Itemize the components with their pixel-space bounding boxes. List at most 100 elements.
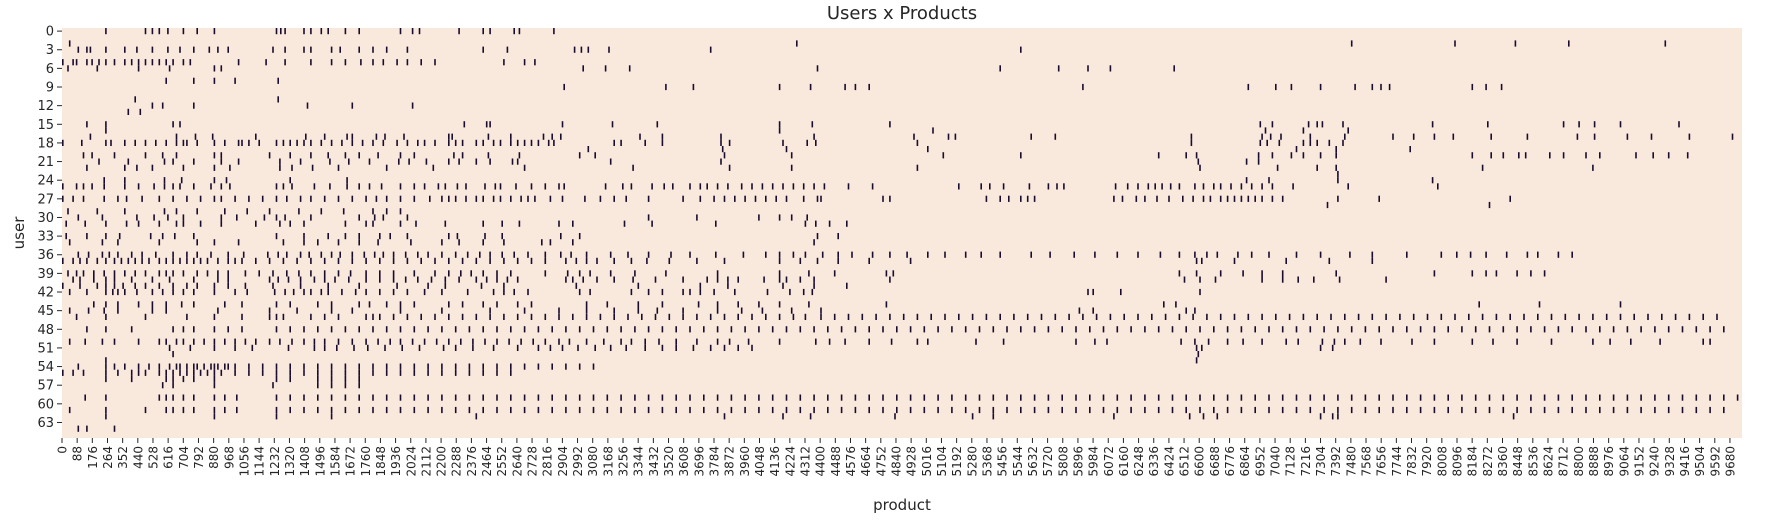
heatmap-cell <box>647 288 650 296</box>
heatmap-cell <box>479 251 481 258</box>
heatmap-cell <box>196 239 198 246</box>
heatmap-cell <box>466 251 469 258</box>
heatmap-cell <box>1609 338 1611 345</box>
heatmap-cell <box>765 251 767 258</box>
heatmap-cell <box>1585 394 1587 401</box>
heatmap-cell <box>622 183 624 190</box>
heatmap-cell <box>151 288 154 296</box>
heatmap-cell <box>847 313 850 321</box>
x-tick-label: 7040 <box>1269 446 1283 477</box>
heatmap-cell <box>268 152 271 159</box>
heatmap-cell <box>563 83 565 91</box>
heatmap-cell <box>1240 394 1243 401</box>
heatmap-cell <box>1471 338 1474 345</box>
heatmap-cell <box>330 406 333 414</box>
heatmap-cell <box>1488 406 1491 414</box>
heatmap-cell <box>268 313 271 321</box>
heatmap-cell <box>1471 152 1474 159</box>
heatmap-cell <box>396 282 398 289</box>
heatmap-cell <box>277 276 279 283</box>
heatmap-cell <box>1516 394 1518 401</box>
heatmap-cell <box>1114 183 1117 190</box>
heatmap-cell <box>1123 313 1125 321</box>
heatmap-cell <box>144 369 147 376</box>
heatmap-cell <box>1109 313 1112 321</box>
heatmap-cell <box>423 183 426 190</box>
heatmap-cell <box>806 214 808 221</box>
heatmap-cell <box>130 375 133 383</box>
heatmap-cell <box>492 139 495 147</box>
heatmap-cell <box>323 270 326 277</box>
heatmap-cell <box>958 183 960 190</box>
heatmap-cell <box>196 270 198 277</box>
heatmap-cell <box>224 301 226 308</box>
heatmap-cell <box>125 220 128 227</box>
heatmap-cell <box>1667 394 1670 401</box>
heatmap-cell <box>1562 121 1565 128</box>
heatmap-cell <box>1557 326 1560 333</box>
heatmap-cell <box>1688 313 1691 321</box>
heatmap-cell <box>625 195 627 202</box>
heatmap-cell <box>573 46 576 53</box>
heatmap-cell <box>647 214 650 221</box>
heatmap-cell <box>456 233 459 240</box>
heatmap-cell <box>193 363 195 370</box>
heatmap-cell <box>392 257 395 265</box>
heatmap-cell <box>113 59 116 66</box>
heatmap-cell <box>84 338 86 345</box>
heatmap-cell <box>482 46 484 53</box>
heatmap-cell <box>275 313 278 321</box>
heatmap-cell <box>172 288 174 296</box>
heatmap-cell <box>1268 177 1270 184</box>
heatmap-cell <box>113 338 116 345</box>
heatmap-cell <box>734 195 736 202</box>
heatmap-cell <box>1344 133 1346 140</box>
heatmap-cell <box>1250 251 1253 258</box>
x-tick-label: 4664 <box>859 446 873 477</box>
heatmap-cell <box>1619 121 1622 128</box>
x-tick-label: 2552 <box>495 446 509 477</box>
heatmap-cell <box>1599 326 1601 333</box>
heatmap-cell <box>180 301 183 308</box>
heatmap-cell <box>182 220 185 227</box>
heatmap-cell <box>161 233 164 240</box>
heatmap-cell <box>1323 326 1325 333</box>
heatmap-cell <box>475 257 478 265</box>
heatmap-cell <box>385 369 388 376</box>
heatmap-cell <box>186 363 188 370</box>
heatmap-cell <box>399 301 402 308</box>
heatmap-cell <box>599 313 602 321</box>
heatmap-cell <box>68 307 71 314</box>
heatmap-cell <box>1226 195 1229 202</box>
heatmap-cell <box>689 326 691 333</box>
heatmap-cell <box>1337 326 1339 333</box>
heatmap-cell <box>329 183 331 190</box>
heatmap-cell <box>1695 394 1698 401</box>
heatmap-cell <box>1505 251 1508 258</box>
heatmap-cell <box>448 313 450 321</box>
heatmap-cell <box>346 177 348 184</box>
heatmap-cell <box>1364 326 1367 333</box>
heatmap-cell <box>1678 121 1680 128</box>
heatmap-cell <box>441 369 443 376</box>
heatmap-cell <box>193 338 195 345</box>
heatmap-cell <box>475 158 478 165</box>
heatmap-cell <box>113 363 116 370</box>
x-tick-label: 6952 <box>1253 446 1267 477</box>
heatmap-cell <box>337 164 340 171</box>
heatmap-cell <box>224 139 226 147</box>
heatmap-cell <box>1209 195 1212 202</box>
heatmap-cell <box>68 406 71 414</box>
heatmap-cell <box>413 195 416 202</box>
heatmap-cell <box>155 251 157 258</box>
heatmap-cell <box>303 220 305 227</box>
heatmap-cell <box>158 28 161 35</box>
heatmap-cell <box>572 220 574 227</box>
heatmap-cell <box>82 369 85 376</box>
heatmap-cell <box>1199 406 1201 414</box>
x-tick-label: 5544 <box>1011 446 1025 477</box>
heatmap-cell <box>411 102 414 109</box>
heatmap-cell <box>789 288 791 296</box>
heatmap-cell <box>1137 183 1139 190</box>
heatmap-cell <box>909 406 912 414</box>
